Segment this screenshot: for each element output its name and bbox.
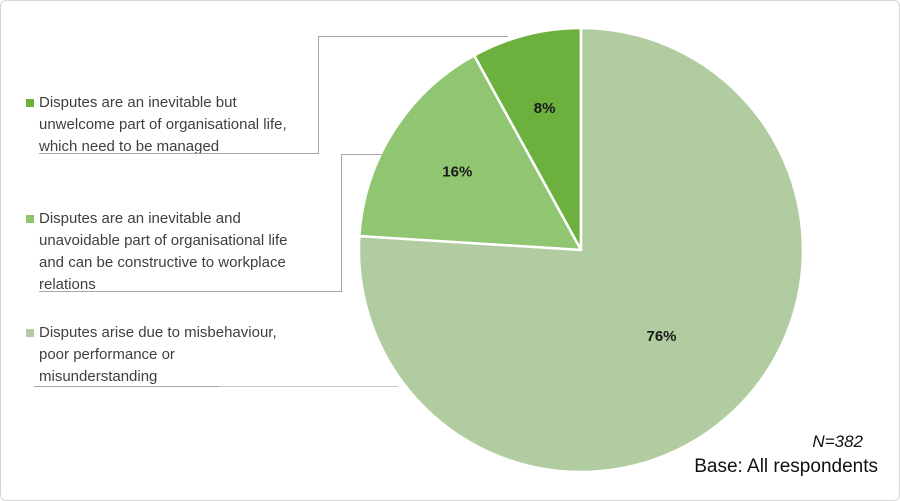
legend-swatch-light-green bbox=[26, 329, 34, 337]
legend-line: and can be constructive to workplace bbox=[39, 254, 286, 271]
legend-swatch-dark-green bbox=[26, 99, 34, 107]
callout-underline-3 bbox=[34, 386, 219, 387]
callout-vertical-1 bbox=[318, 36, 319, 154]
base-note: Base: All respondents bbox=[694, 456, 878, 477]
legend-line: poor performance or bbox=[39, 346, 175, 363]
legend-line: unavoidable part of organisational life bbox=[39, 232, 288, 249]
legend-line: Disputes are an inevitable and bbox=[39, 210, 241, 227]
legend-swatch-medium-green bbox=[26, 215, 34, 223]
legend-item-inevitable-unwelcome: Disputes are an inevitable but unwelcome… bbox=[26, 92, 287, 158]
callout-connector-1 bbox=[318, 36, 508, 37]
legend-line: Disputes arise due to misbehaviour, bbox=[39, 324, 277, 341]
legend-line: relations bbox=[39, 276, 96, 293]
slice-data-label-76pct: 76% bbox=[646, 328, 676, 345]
legend-item-inevitable-constructive: Disputes are an inevitable and unavoidab… bbox=[26, 208, 288, 296]
callout-underline-2 bbox=[39, 291, 341, 292]
legend-line: unwelcome part of organisational life, bbox=[39, 116, 287, 133]
callout-underline-1 bbox=[39, 153, 318, 154]
legend-line: Disputes are an inevitable but bbox=[39, 94, 237, 111]
pie-slice-16pct bbox=[358, 54, 583, 252]
slice-data-label-8pct: 8% bbox=[534, 100, 556, 117]
callout-connector-3 bbox=[219, 386, 398, 387]
legend-item-misbehaviour: Disputes arise due to misbehaviour, poor… bbox=[26, 322, 277, 388]
legend-line: which need to be managed bbox=[39, 138, 220, 155]
sample-size-note: N=382 bbox=[812, 432, 863, 451]
pie-slice-76pct bbox=[357, 26, 805, 474]
legend-line: misunderstanding bbox=[39, 368, 158, 385]
callout-vertical-2 bbox=[341, 154, 342, 292]
callout-connector-2 bbox=[341, 154, 382, 155]
pie-slice-8pct bbox=[472, 26, 583, 252]
slice-data-label-16pct: 16% bbox=[442, 164, 472, 181]
